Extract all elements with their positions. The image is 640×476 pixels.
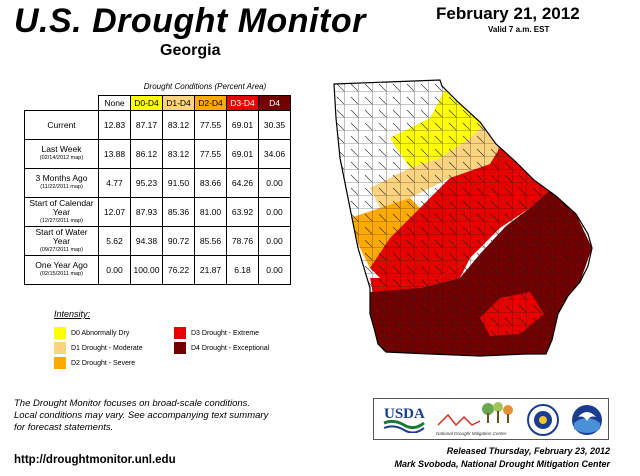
- table-cell: 34.06: [258, 139, 291, 169]
- table-cell: 63.92: [226, 197, 259, 227]
- table-cell: 5.62: [98, 226, 131, 256]
- column-header: D2-D4: [194, 95, 227, 111]
- table-cell: 77.55: [194, 139, 227, 169]
- valid-time: Valid 7 a.m. EST: [488, 25, 550, 34]
- table-cell: 91.50: [162, 168, 195, 198]
- author-credit: Mark Svoboda, National Drought Mitigatio…: [394, 459, 610, 469]
- table-row: Last Week (02/14/2012 map) 13.88 86.12 83…: [24, 139, 291, 169]
- table-cell: 94.38: [130, 226, 163, 256]
- legend-label: D4 Drought - Exceptional: [191, 344, 270, 352]
- table-cell: 87.17: [130, 110, 163, 140]
- state-name: Georgia: [160, 42, 221, 59]
- column-header: None: [98, 95, 131, 111]
- table-row: Start of Water Year (09/27/2011 map) 5.62…: [24, 226, 291, 256]
- table-row: Current 12.83 87.17 83.12 77.55 69.01 30…: [24, 110, 291, 140]
- table-row: Start of Calendar Year (12/27/2011 map) 1…: [24, 197, 291, 227]
- row-label: 3 Months Ago (11/22/2011 map): [24, 168, 99, 198]
- legend-item-d1: D1 Drought - Moderate: [54, 342, 143, 354]
- row-label: Last Week (02/14/2012 map): [24, 139, 99, 169]
- table-cell: 0.00: [258, 255, 291, 285]
- map-date: February 21, 2012: [436, 4, 580, 23]
- row-label: Start of Water Year (09/27/2011 map): [24, 226, 99, 256]
- legend-item-d3: D3 Drought - Extreme: [174, 327, 259, 339]
- table-cell: 86.12: [130, 139, 163, 169]
- table-cell: 87.93: [130, 197, 163, 227]
- legend-swatch: [174, 342, 186, 354]
- table-row: 3 Months Ago (11/22/2011 map) 4.77 95.23 …: [24, 168, 291, 198]
- table-cell: 83.66: [194, 168, 227, 198]
- ndmc-logo: National Drought Mitigation Center: [436, 402, 513, 436]
- table-corner: [24, 95, 99, 111]
- commerce-seal-logo: [527, 404, 559, 436]
- legend-title: Intensity:: [54, 309, 91, 319]
- table-cell: 0.00: [258, 168, 291, 198]
- table-cell: 95.23: [130, 168, 163, 198]
- column-header: D3-D4: [226, 95, 259, 111]
- column-header: D4: [258, 95, 291, 111]
- legend-label: D0 Abnormally Dry: [71, 329, 130, 337]
- table-cell: 81.00: [194, 197, 227, 227]
- table-row: One Year Ago (02/15/2011 map) 0.00 100.00…: [24, 255, 291, 285]
- logo-bar: USDA National Drought Mitigation Center: [373, 398, 609, 440]
- svg-text:USDA: USDA: [384, 406, 425, 422]
- svg-text:National Drought Mitigation Ce: National Drought Mitigation Center: [436, 431, 507, 436]
- table-cell: 6.18: [226, 255, 259, 285]
- legend-label: D2 Drought - Severe: [71, 359, 136, 367]
- table-cell: 0.00: [258, 197, 291, 227]
- legend-swatch: [54, 342, 66, 354]
- table-cell: 77.55: [194, 110, 227, 140]
- table-caption: Drought Conditions (Percent Area): [143, 82, 267, 91]
- table-cell: 90.72: [162, 226, 195, 256]
- legend-swatch: [174, 327, 186, 339]
- table-cell: 83.12: [162, 110, 195, 140]
- legend-swatch: [54, 327, 66, 339]
- usda-logo: USDA: [383, 406, 425, 433]
- table-cell: 30.35: [258, 110, 291, 140]
- noaa-logo: [572, 405, 602, 435]
- column-header: D1-D4: [162, 95, 195, 111]
- table-cell: 100.00: [130, 255, 163, 285]
- column-header: D0-D4: [130, 95, 163, 111]
- website-link[interactable]: http://droughtmonitor.unl.edu: [14, 454, 176, 466]
- footnote: The Drought Monitor focuses on broad-sca…: [14, 398, 269, 433]
- legend-item-d4: D4 Drought - Exceptional: [174, 342, 269, 354]
- table-cell: 12.83: [98, 110, 131, 140]
- table-cell: 64.26: [226, 168, 259, 198]
- table-cell: 0.00: [98, 255, 131, 285]
- table-cell: 85.56: [194, 226, 227, 256]
- table-cell: 12.07: [98, 197, 131, 227]
- legend-label: D1 Drought - Moderate: [71, 344, 143, 352]
- table-cell: 78.76: [226, 226, 259, 256]
- table-cell: 83.12: [162, 139, 195, 169]
- map-title: U.S. Drought Monitor: [14, 2, 366, 40]
- table-cell: 85.36: [162, 197, 195, 227]
- legend-item-d0: D0 Abnormally Dry: [54, 327, 129, 339]
- georgia-drought-map: [333, 79, 593, 357]
- table-cell: 0.00: [258, 226, 291, 256]
- legend-item-d2: D2 Drought - Severe: [54, 357, 135, 369]
- table-cell: 21.87: [194, 255, 227, 285]
- table-cell: 4.77: [98, 168, 131, 198]
- row-label: Start of Calendar Year (12/27/2011 map): [24, 197, 99, 227]
- legend-swatch: [54, 357, 66, 369]
- table-cell: 76.22: [162, 255, 195, 285]
- table-cell: 69.01: [226, 110, 259, 140]
- drought-conditions-table: None D0-D4 D1-D4 D2-D4 D3-D4 D4 Current …: [24, 95, 291, 285]
- legend-label: D3 Drought - Extreme: [191, 329, 260, 337]
- row-label: Current: [24, 110, 99, 140]
- release-date: Released Thursday, February 23, 2012: [446, 446, 610, 456]
- row-label: One Year Ago (02/15/2011 map): [24, 255, 99, 285]
- table-cell: 13.88: [98, 139, 131, 169]
- table-cell: 69.01: [226, 139, 259, 169]
